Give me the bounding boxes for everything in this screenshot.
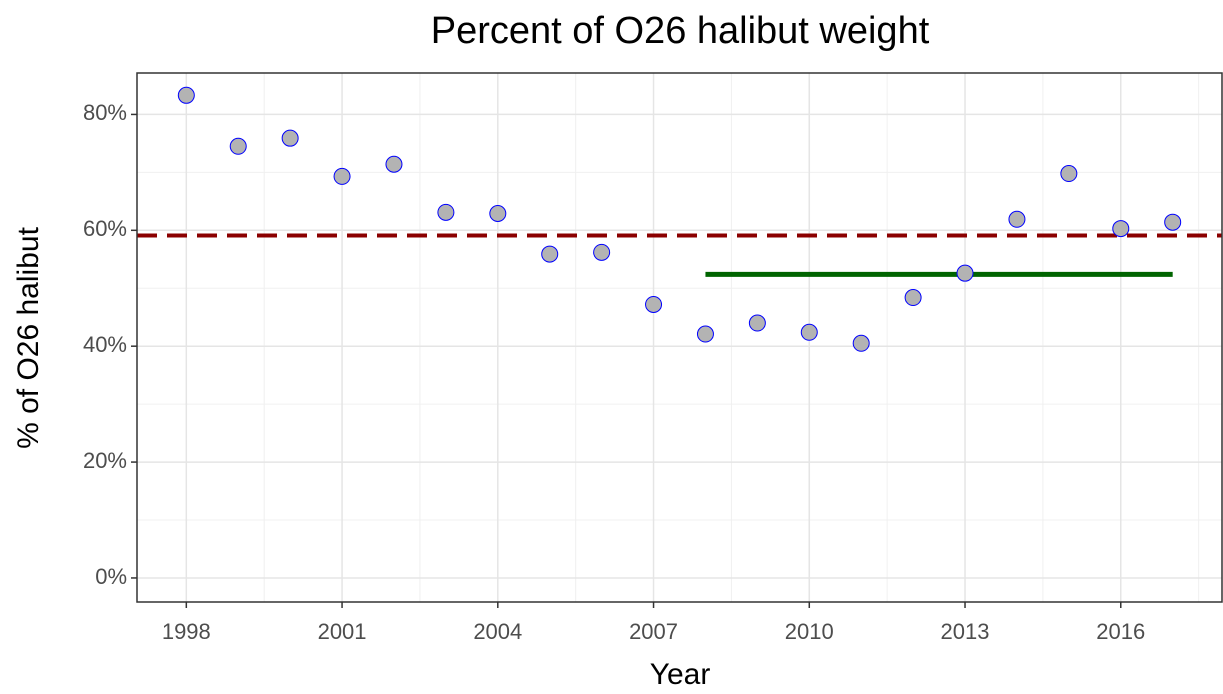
point bbox=[333, 167, 351, 185]
y-tick-label: 80% bbox=[83, 100, 127, 125]
x-tick-label: 2004 bbox=[473, 619, 522, 644]
point bbox=[229, 137, 247, 155]
point bbox=[800, 323, 818, 341]
x-tick-label: 2001 bbox=[318, 619, 367, 644]
point bbox=[1112, 220, 1130, 238]
point bbox=[593, 243, 611, 261]
x-tick-label: 2016 bbox=[1096, 619, 1145, 644]
point bbox=[437, 203, 455, 221]
chart-title: Percent of O26 halibut weight bbox=[431, 10, 930, 52]
x-axis-title: Year bbox=[650, 658, 711, 691]
point bbox=[748, 314, 766, 332]
x-tick-label: 2010 bbox=[785, 619, 834, 644]
point bbox=[645, 295, 663, 313]
point bbox=[177, 86, 195, 104]
y-tick-label: 20% bbox=[83, 448, 127, 473]
x-tick-label: 1998 bbox=[162, 619, 211, 644]
point bbox=[1060, 165, 1078, 183]
y-tick-label: 40% bbox=[83, 332, 127, 357]
point bbox=[489, 205, 507, 223]
point bbox=[852, 334, 870, 352]
x-tick-label: 2007 bbox=[629, 619, 678, 644]
point bbox=[696, 325, 714, 343]
point bbox=[385, 155, 403, 173]
y-axis-title: % of O26 halibut bbox=[12, 226, 45, 448]
point bbox=[1164, 213, 1182, 231]
y-tick-label: 0% bbox=[95, 564, 127, 589]
point bbox=[1008, 210, 1026, 228]
point bbox=[281, 129, 299, 147]
x-tick-label: 2013 bbox=[941, 619, 990, 644]
point bbox=[904, 289, 922, 307]
y-tick-label: 60% bbox=[83, 216, 127, 241]
point bbox=[541, 245, 559, 263]
panel-border bbox=[136, 72, 1223, 603]
point bbox=[956, 264, 974, 282]
